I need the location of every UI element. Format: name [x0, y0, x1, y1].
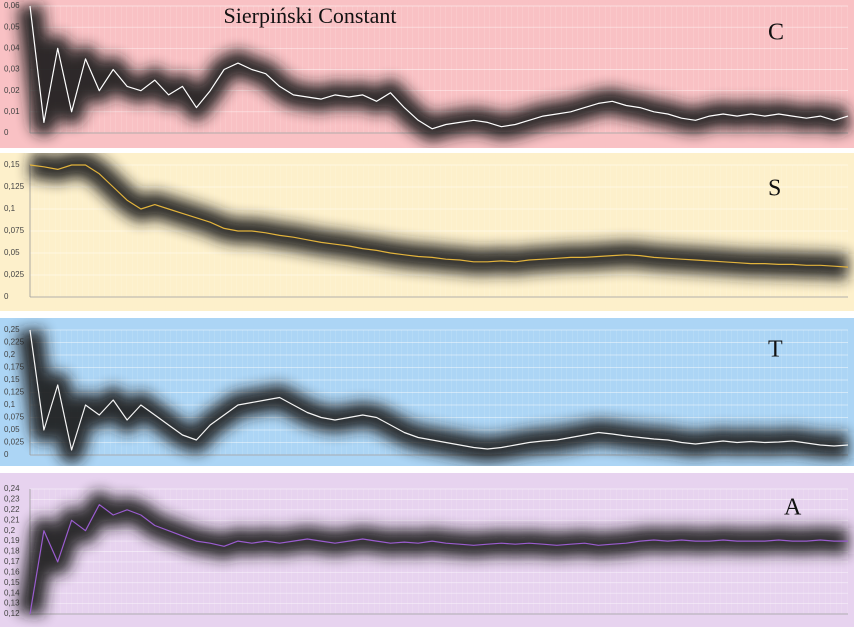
chart-title: Sierpiński Constant — [224, 3, 397, 28]
panel: 0 0,025 0,05 0,075 0,1 0,125 0,15 0,175 0,2 0,225… — [0, 318, 854, 466]
y-tick-label: 0 — [4, 450, 9, 459]
y-tick-label: 0,05 — [4, 425, 20, 434]
y-tick-label: 0,025 — [4, 270, 25, 279]
y-tick-label: 0,15 — [4, 578, 20, 587]
y-tick-label: 0,06 — [4, 1, 20, 10]
y-tick-label: 0,12 — [4, 609, 20, 618]
y-tick-label: 0,14 — [4, 588, 20, 597]
y-tick-label: 0,05 — [4, 22, 20, 31]
y-tick-label: 0,2 — [4, 526, 16, 535]
series-line — [29, 504, 848, 615]
y-tick-label: 0,125 — [4, 182, 25, 191]
series-label: T — [768, 337, 783, 363]
y-tick-label: 0,075 — [4, 413, 25, 422]
y-tick-label: 0,075 — [4, 226, 25, 235]
y-tick-label: 0,01 — [4, 107, 20, 116]
y-tick-label: 0,1 — [4, 204, 16, 213]
series-line — [29, 5, 849, 130]
y-tick-label: 0,25 — [4, 325, 20, 334]
series-label: A — [784, 495, 802, 521]
series-line — [29, 329, 849, 451]
y-tick-label: 0,15 — [4, 375, 20, 384]
y-tick-label: 0,17 — [4, 557, 20, 566]
y-tick-label: 0,04 — [4, 43, 20, 52]
panel: 0 0,025 0,05 0,075 0,1 0,125 0,15 S — [0, 153, 854, 311]
panel: 0,120,130,140,150,160,170,180,190,20,210… — [0, 473, 854, 627]
y-tick-label: 0,13 — [4, 599, 20, 608]
y-tick-label: 0,2 — [4, 350, 16, 359]
y-tick-label: 0,16 — [4, 567, 20, 576]
series-label: C — [768, 20, 784, 46]
y-tick-label: 0,05 — [4, 248, 20, 257]
y-tick-label: 0,1 — [4, 400, 16, 409]
y-tick-label: 0,225 — [4, 338, 25, 347]
y-tick-label: 0,21 — [4, 515, 20, 524]
y-tick-label: 0,24 — [4, 484, 20, 493]
y-tick-label: 0,03 — [4, 65, 20, 74]
y-tick-label: 0,19 — [4, 536, 20, 545]
y-tick-label: 0,02 — [4, 86, 20, 95]
y-tick-label: 0,15 — [4, 160, 20, 169]
y-tick-label: 0,23 — [4, 495, 20, 504]
series-label: S — [768, 176, 781, 202]
y-tick-label: 0,175 — [4, 363, 25, 372]
y-tick-label: 0,125 — [4, 388, 25, 397]
series-line — [29, 164, 849, 268]
y-tick-label: 0,18 — [4, 547, 20, 556]
y-tick-label: 0 — [4, 292, 9, 301]
panel: 0 0,01 0,02 0,03 0,04 0,05 0,06 C Sierpiński Con… — [0, 0, 854, 148]
y-tick-label: 0,22 — [4, 505, 20, 514]
y-tick-label: 0 — [4, 128, 9, 137]
y-tick-label: 0,025 — [4, 438, 25, 447]
